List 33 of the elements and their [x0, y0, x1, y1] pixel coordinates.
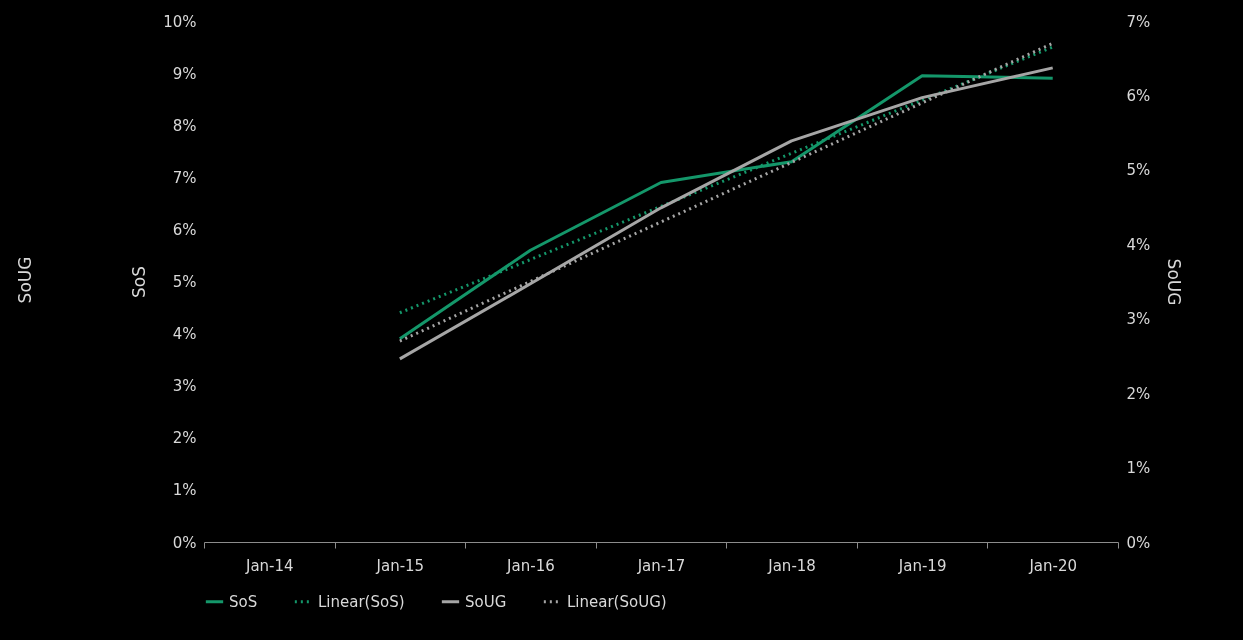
x-tick-label: Jan-17	[636, 556, 686, 575]
x-tick-label: Jan-18	[767, 556, 816, 575]
y2-tick-label: 6%	[1126, 86, 1151, 105]
y2-tick-label: 5%	[1126, 161, 1151, 180]
text: SoUG	[15, 256, 35, 304]
y-tick-label: 0%	[172, 533, 197, 552]
y2-tick-label: 1%	[1126, 459, 1151, 478]
y2-tick-label: 4%	[1126, 235, 1151, 254]
y2-axis-title: SoUG	[1164, 258, 1185, 306]
y-tick-label: 10%	[163, 12, 197, 31]
y2-tick-label: 0%	[1126, 533, 1151, 552]
x-tick-label: Jan-16	[506, 556, 555, 575]
legend-label: SoS	[229, 592, 258, 611]
y-tick-label: 3%	[172, 377, 197, 396]
y2-tick-label: 3%	[1126, 310, 1151, 329]
y2-tick-label: 2%	[1126, 384, 1151, 403]
y-tick-label: 6%	[172, 220, 197, 239]
y-tick-label: 9%	[172, 64, 197, 83]
x-tick-label: Jan-20	[1028, 556, 1078, 575]
y-axis-title: SoS	[129, 266, 150, 298]
legend-label: Linear(SoUG)	[567, 592, 667, 611]
y-tick-label: 5%	[172, 273, 197, 291]
x-tick-label: Jan-19	[897, 556, 947, 575]
y-tick-label: 4%	[172, 325, 197, 344]
y-tick-label: 8%	[172, 116, 197, 135]
y2-tick-label: 7%	[1126, 12, 1151, 31]
x-tick-label: Jan-15	[375, 556, 425, 575]
y-tick-label: 1%	[172, 481, 197, 500]
legend-label: SoUG	[465, 592, 507, 611]
x-tick-label: Jan-14	[244, 556, 294, 575]
y-tick-label: 2%	[172, 429, 197, 448]
y-tick-label: 7%	[172, 168, 197, 187]
legend-label: Linear(SoS)	[318, 592, 405, 611]
